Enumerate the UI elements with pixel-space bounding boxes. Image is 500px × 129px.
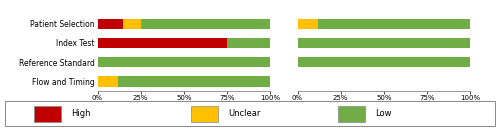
X-axis label: Applicability Concerns: Applicability Concerns bbox=[330, 104, 437, 113]
FancyBboxPatch shape bbox=[191, 106, 218, 122]
Bar bbox=[124, 18, 140, 29]
FancyBboxPatch shape bbox=[338, 106, 365, 122]
Bar bbox=[298, 57, 470, 67]
Bar bbox=[298, 18, 318, 29]
Bar bbox=[227, 38, 270, 48]
Text: High: High bbox=[71, 109, 90, 118]
Bar bbox=[140, 18, 270, 29]
Bar bbox=[98, 76, 118, 87]
Bar bbox=[298, 38, 470, 48]
FancyBboxPatch shape bbox=[34, 106, 62, 122]
Bar bbox=[98, 57, 270, 67]
Text: Low: Low bbox=[375, 109, 392, 118]
Bar bbox=[98, 18, 124, 29]
FancyBboxPatch shape bbox=[5, 101, 495, 126]
Text: Unclear: Unclear bbox=[228, 109, 260, 118]
Bar bbox=[98, 38, 227, 48]
Bar bbox=[318, 18, 470, 29]
Bar bbox=[118, 76, 270, 87]
X-axis label: Risk of Bias: Risk of Bias bbox=[156, 104, 212, 113]
